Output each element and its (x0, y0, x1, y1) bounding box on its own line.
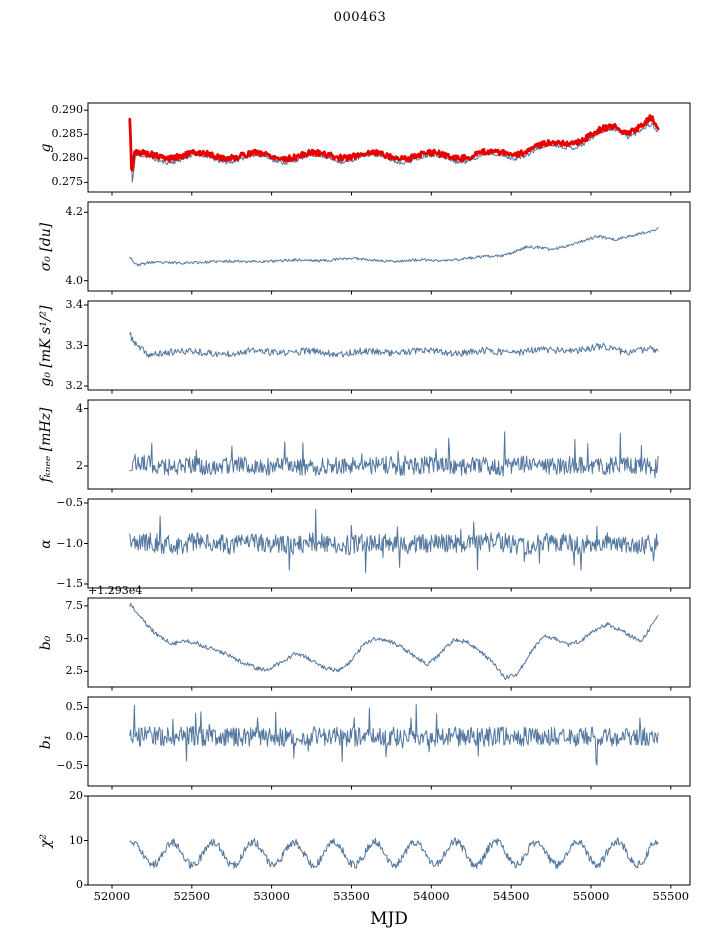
plot-area-sigma0 (84, 201, 691, 295)
y-tick-label: −1.5 (56, 576, 83, 590)
y-tick-label: 3.2 (65, 378, 84, 392)
x-tick-label: 52500 (173, 889, 211, 903)
plot-area-alpha (84, 498, 691, 592)
y-tick-label: 3.4 (65, 298, 84, 312)
y-tick-label: 0.5 (65, 700, 84, 714)
figure-title: 000463 (333, 10, 387, 25)
y-tick-label: 20 (69, 789, 83, 802)
plot-area-fknee (84, 399, 691, 493)
y-tick-label: 7.5 (65, 598, 84, 612)
y-tick-label: −0.5 (56, 496, 83, 510)
y-tick-label: 5.0 (65, 631, 84, 645)
subplot-g: g 0.275 0.280 0.285 0.290 (0, 102, 720, 196)
y-tick-label: 0.290 (51, 103, 84, 117)
y-tick-label: 4 (76, 401, 83, 415)
subplot-b0: +1.293e4 b₀ 2.5 5.0 7.5 (0, 584, 720, 691)
series-g0 (129, 331, 659, 358)
x-tick-label: 54500 (492, 889, 530, 903)
plot-area-g0 (84, 300, 691, 394)
y-tick-label: 2 (76, 459, 83, 473)
series-b1 (129, 703, 659, 766)
series-g-blue-thin (129, 122, 659, 183)
y-tick-label: 4.0 (65, 273, 84, 287)
y-tick-label: 0 (76, 878, 83, 891)
y-tick-label: 10 (69, 833, 83, 847)
subplot-alpha: α −1.5 −1.0 −0.5 (0, 496, 720, 592)
y-tick-label: −0.5 (56, 758, 83, 772)
y-tick-label: 3.3 (65, 338, 84, 352)
axes-frame (87, 696, 691, 787)
axes-frame (87, 399, 691, 490)
x-tick-label: 53000 (253, 889, 290, 903)
ylabel-sigma0: σ₀ [du] (38, 222, 54, 271)
axes-frame (87, 201, 691, 292)
axes-frame (87, 597, 691, 688)
x-axis-label: MJD (370, 909, 408, 929)
plot-area-b0 (84, 597, 691, 691)
series-fknee (129, 431, 659, 479)
x-tick-label: 55000 (572, 889, 610, 903)
subplot-sigma0: σ₀ [du] 4.0 4.2 (0, 201, 720, 295)
plot-area-b1 (84, 696, 691, 790)
series-sigma0 (129, 227, 659, 267)
y-tick-label: 0.275 (51, 175, 84, 189)
axes-frame (87, 795, 691, 886)
y-tick-label: 4.2 (65, 205, 84, 219)
x-tick-label: 52000 (93, 889, 131, 903)
series-chi2 (129, 837, 659, 870)
series-b0 (129, 602, 659, 681)
x-tick-label: 54000 (413, 889, 450, 903)
y-tick-label: 2.5 (65, 664, 84, 678)
axes-frame (87, 102, 691, 193)
plot-area-g (84, 102, 691, 196)
subplot-g0: g₀ [mK s¹/²] 3.2 3.3 3.4 (0, 298, 720, 394)
subplot-b1: b₁ −0.5 0.0 0.5 (0, 696, 720, 790)
series-g-red-thick (128, 114, 660, 172)
series-alpha (129, 509, 659, 573)
y-tick-label: −1.0 (56, 536, 83, 550)
y-tick-label: 0.285 (51, 127, 84, 141)
subplot-chi2: χ² 0 10 20 (0, 789, 720, 891)
x-axis-tick-labels: 52000 52500 53000 53500 54000 54500 55000 55500 (0, 889, 720, 905)
plot-area-chi2 (84, 795, 691, 889)
y-tick-label: 0.0 (65, 729, 84, 743)
axis-offset-text: +1.293e4 (88, 584, 143, 597)
y-tick-label: 0.280 (51, 151, 84, 165)
x-tick-label: 55500 (652, 889, 690, 903)
x-tick-label: 53500 (333, 889, 370, 903)
